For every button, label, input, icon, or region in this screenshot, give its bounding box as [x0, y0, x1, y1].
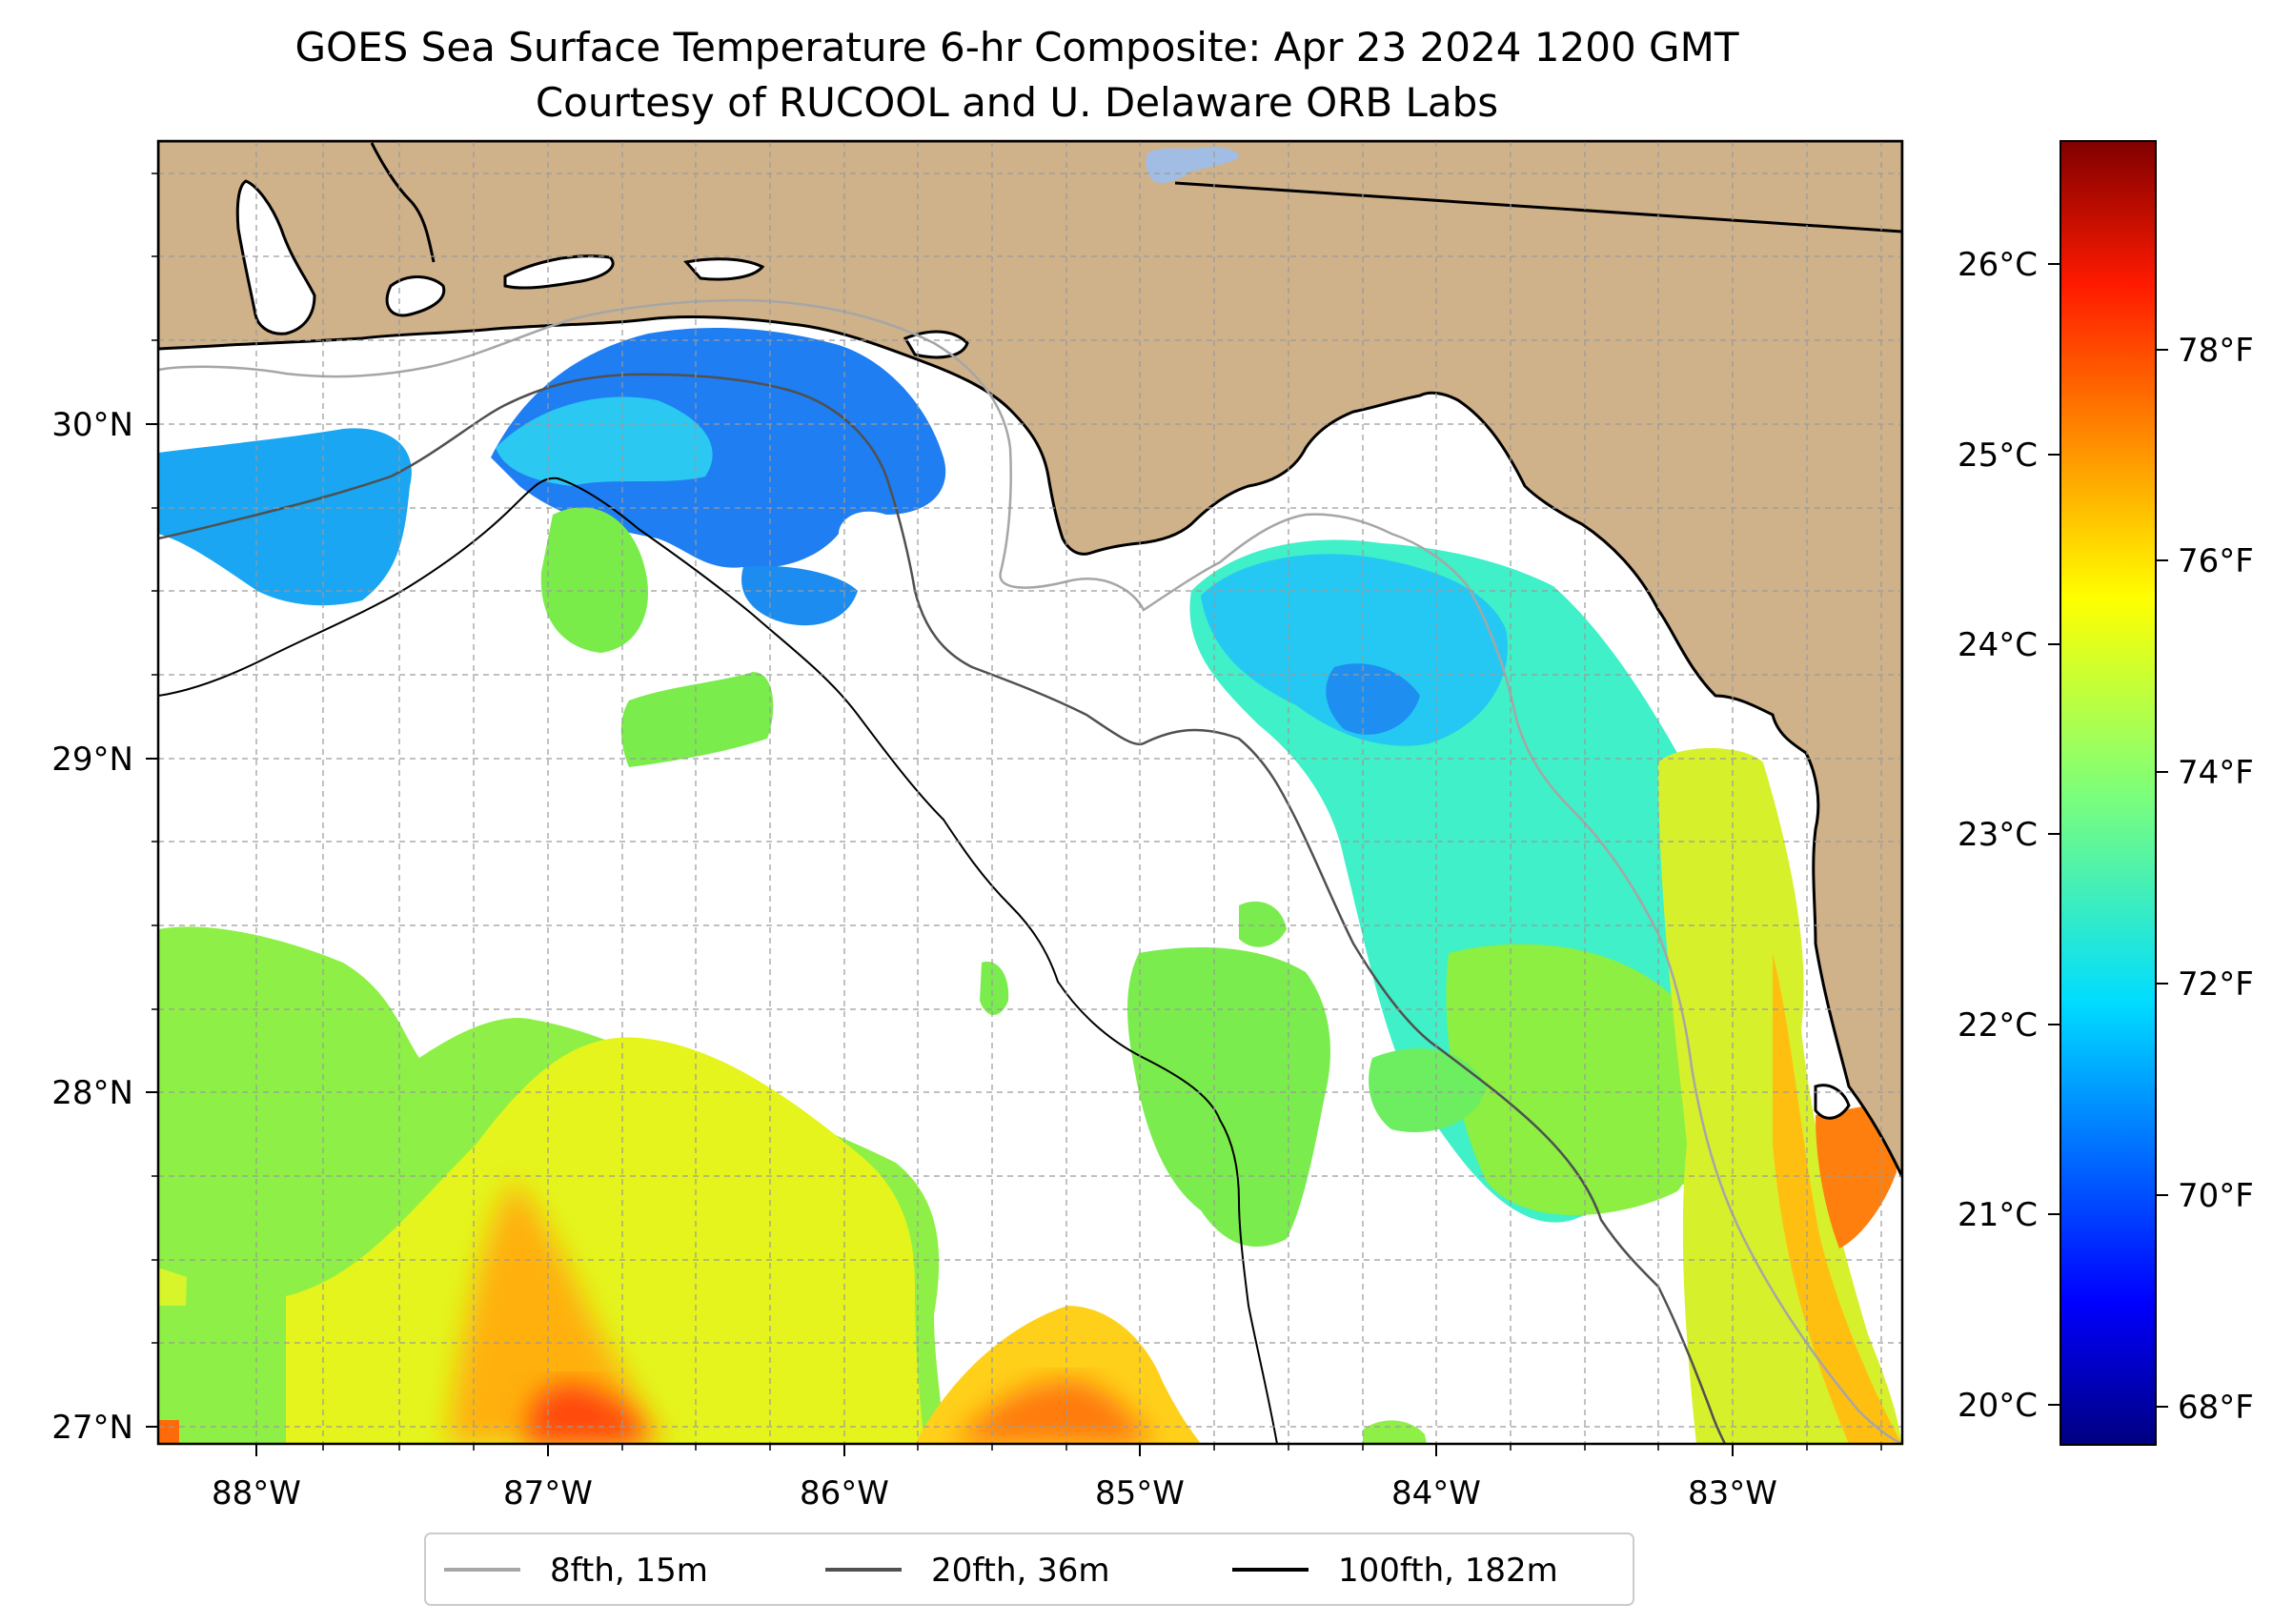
lat-tick-label: 29°N — [51, 741, 133, 779]
minor-ticks — [152, 173, 1882, 1451]
lat-tick-label: 28°N — [51, 1074, 133, 1112]
colorbar-celsius-label: 25°C — [1958, 436, 2038, 475]
legend-label-100fth: 100fth, 182m — [1338, 1552, 1558, 1590]
colorbar-fahrenheit-label: 68°F — [2178, 1389, 2254, 1427]
colorbar-gradient — [2060, 140, 2157, 1446]
colorbar-fahrenheit-label: 70°F — [2178, 1177, 2254, 1215]
legend-label-20fth: 20fth, 36m — [931, 1552, 1110, 1590]
tampa-bay — [1814, 1084, 1851, 1120]
colorbar-celsius-label: 21°C — [1958, 1196, 2038, 1234]
colorbar-celsius-label: 23°C — [1958, 816, 2038, 854]
axis-ticks — [146, 423, 1734, 1456]
map-title: GOES Sea Surface Temperature 6-hr Compos… — [295, 24, 1739, 71]
map-subtitle: Courtesy of RUCOOL and U. Delaware ORB L… — [536, 79, 1498, 126]
legend-label-8fth: 8fth, 15m — [550, 1552, 708, 1590]
st-andrew-bay — [683, 257, 765, 281]
choctawhatchee-bay — [503, 254, 615, 290]
land-north — [158, 141, 1902, 1179]
colorbar-fahrenheit-label: 78°F — [2178, 332, 2254, 370]
state-boundary-al-fl — [370, 142, 436, 263]
gridlines — [158, 141, 1902, 1444]
colorbar-celsius-label: 26°C — [1958, 246, 2038, 284]
isobath-legend: 8fth, 15m 20fth, 36m 100fth, 182m — [424, 1533, 1634, 1606]
colorbar-fahrenheit-label: 74°F — [2178, 754, 2254, 792]
isobath-100fth — [158, 477, 1278, 1444]
sst-data-layer — [158, 327, 1902, 1444]
legend-box — [424, 1533, 1634, 1606]
lon-tick-label: 83°W — [1688, 1474, 1777, 1512]
state-boundary — [1174, 181, 1902, 233]
pensacola-bay — [385, 275, 446, 317]
lon-tick-label: 87°W — [503, 1474, 593, 1512]
isobath-20fth — [158, 373, 1727, 1444]
lon-tick-label: 84°W — [1391, 1474, 1481, 1512]
colorbar: 26°C 25°C 24°C 23°C 22°C 21°C 20°C 78°F … — [1958, 140, 2254, 1446]
lon-tick-label: 85°W — [1095, 1474, 1185, 1512]
colorbar-celsius-label: 22°C — [1958, 1006, 2038, 1045]
map-panel — [158, 141, 1902, 1444]
lat-tick-label: 27°N — [51, 1409, 133, 1447]
map-frame — [156, 139, 1904, 1446]
colorbar-fahrenheit-label: 76°F — [2178, 542, 2254, 580]
colorbar-fahrenheit-label: 72°F — [2178, 965, 2254, 1004]
lat-tick-label: 30°N — [51, 406, 133, 444]
colorbar-celsius-label: 24°C — [1958, 626, 2038, 664]
lon-tick-label: 86°W — [800, 1474, 889, 1512]
lon-tick-label: 88°W — [212, 1474, 301, 1512]
colorbar-celsius-label: 20°C — [1958, 1387, 2038, 1425]
